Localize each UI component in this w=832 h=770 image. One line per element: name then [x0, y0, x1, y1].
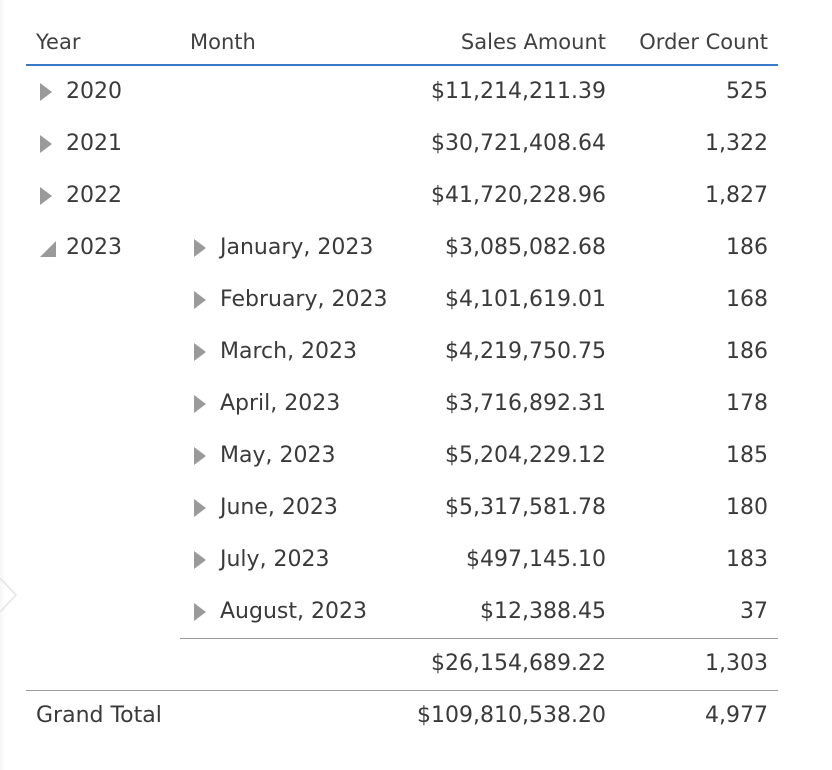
year-cell: 2023	[66, 235, 122, 260]
year-cell: 2021	[66, 131, 122, 156]
order-count-cell: 185	[726, 443, 768, 468]
grand-total-row: Grand Total $109,810,538.20 4,977	[26, 690, 778, 742]
sales-amount-cell: $12,388.45	[480, 599, 606, 624]
table-row: August, 2023 $12,388.45 37	[26, 586, 778, 638]
order-count-cell: 186	[726, 235, 768, 260]
table-row: May, 2023 $5,204,229.12 185	[26, 430, 778, 482]
order-count-cell: 1,827	[705, 183, 768, 208]
month-cell: January, 2023	[220, 235, 374, 260]
sales-amount-cell: $497,145.10	[466, 547, 606, 572]
grand-total-divider	[26, 690, 778, 691]
month-cell: June, 2023	[220, 495, 338, 520]
subtotal-sales-amount: $26,154,689.22	[431, 651, 606, 676]
month-cell: February, 2023	[220, 287, 388, 312]
expand-icon[interactable]	[194, 395, 206, 413]
order-count-cell: 168	[726, 287, 768, 312]
column-header-order-count[interactable]: Order Count	[639, 30, 768, 54]
sales-amount-cell: $30,721,408.64	[431, 131, 606, 156]
order-count-cell: 525	[726, 79, 768, 104]
expand-icon[interactable]	[40, 187, 52, 205]
collapse-icon[interactable]	[40, 241, 56, 257]
table-row: July, 2023 $497,145.10 183	[26, 534, 778, 586]
order-count-cell: 1,322	[705, 131, 768, 156]
order-count-cell: 37	[740, 599, 768, 624]
expand-icon[interactable]	[194, 499, 206, 517]
column-header-month[interactable]: Month	[190, 30, 256, 54]
expand-icon[interactable]	[40, 135, 52, 153]
order-count-cell: 183	[726, 547, 768, 572]
expand-icon[interactable]	[194, 291, 206, 309]
order-count-cell: 186	[726, 339, 768, 364]
order-count-cell: 178	[726, 391, 768, 416]
year-cell: 2020	[66, 79, 122, 104]
table-row: March, 2023 $4,219,750.75 186	[26, 326, 778, 378]
expand-icon[interactable]	[40, 83, 52, 101]
sales-amount-cell: $5,204,229.12	[445, 443, 606, 468]
table-row: April, 2023 $3,716,892.31 178	[26, 378, 778, 430]
panel-resize-handle[interactable]	[0, 578, 18, 612]
sales-amount-cell: $11,214,211.39	[431, 79, 606, 104]
matrix-table: Year Month Sales Amount Order Count 2020…	[26, 16, 778, 742]
month-cell: March, 2023	[220, 339, 358, 364]
subtotal-divider	[180, 638, 778, 639]
sales-amount-cell: $3,085,082.68	[445, 235, 606, 260]
sales-amount-cell: $4,101,619.01	[445, 287, 606, 312]
expand-icon[interactable]	[194, 343, 206, 361]
order-count-cell: 180	[726, 495, 768, 520]
grand-total-label: Grand Total	[36, 703, 162, 728]
expand-icon[interactable]	[194, 239, 206, 257]
table-header: Year Month Sales Amount Order Count	[26, 16, 778, 66]
month-cell: April, 2023	[220, 391, 341, 416]
expand-icon[interactable]	[194, 447, 206, 465]
subtotal-order-count: 1,303	[705, 651, 768, 676]
grand-total-order-count: 4,977	[705, 703, 768, 728]
month-cell: August, 2023	[220, 599, 367, 624]
expand-icon[interactable]	[194, 551, 206, 569]
column-header-sales-amount[interactable]: Sales Amount	[460, 30, 606, 54]
sales-amount-cell: $41,720,228.96	[431, 183, 606, 208]
sales-amount-cell: $5,317,581.78	[445, 495, 606, 520]
subtotal-row: $26,154,689.22 1,303	[26, 638, 778, 690]
table-row: June, 2023 $5,317,581.78 180	[26, 482, 778, 534]
expand-icon[interactable]	[194, 603, 206, 621]
table-row: 2023 January, 2023 $3,085,082.68 186	[26, 222, 778, 274]
sales-amount-cell: $3,716,892.31	[445, 391, 606, 416]
month-cell: July, 2023	[220, 547, 330, 572]
table-row: 2022 $41,720,228.96 1,827	[26, 170, 778, 222]
column-header-year[interactable]: Year	[36, 30, 81, 54]
table-row: February, 2023 $4,101,619.01 168	[26, 274, 778, 326]
table-row: 2020 $11,214,211.39 525	[26, 66, 778, 118]
month-cell: May, 2023	[220, 443, 336, 468]
table-row: 2021 $30,721,408.64 1,322	[26, 118, 778, 170]
year-cell: 2022	[66, 183, 122, 208]
grand-total-sales-amount: $109,810,538.20	[417, 703, 606, 728]
sales-amount-cell: $4,219,750.75	[445, 339, 606, 364]
panel-left-edge	[0, 0, 6, 770]
